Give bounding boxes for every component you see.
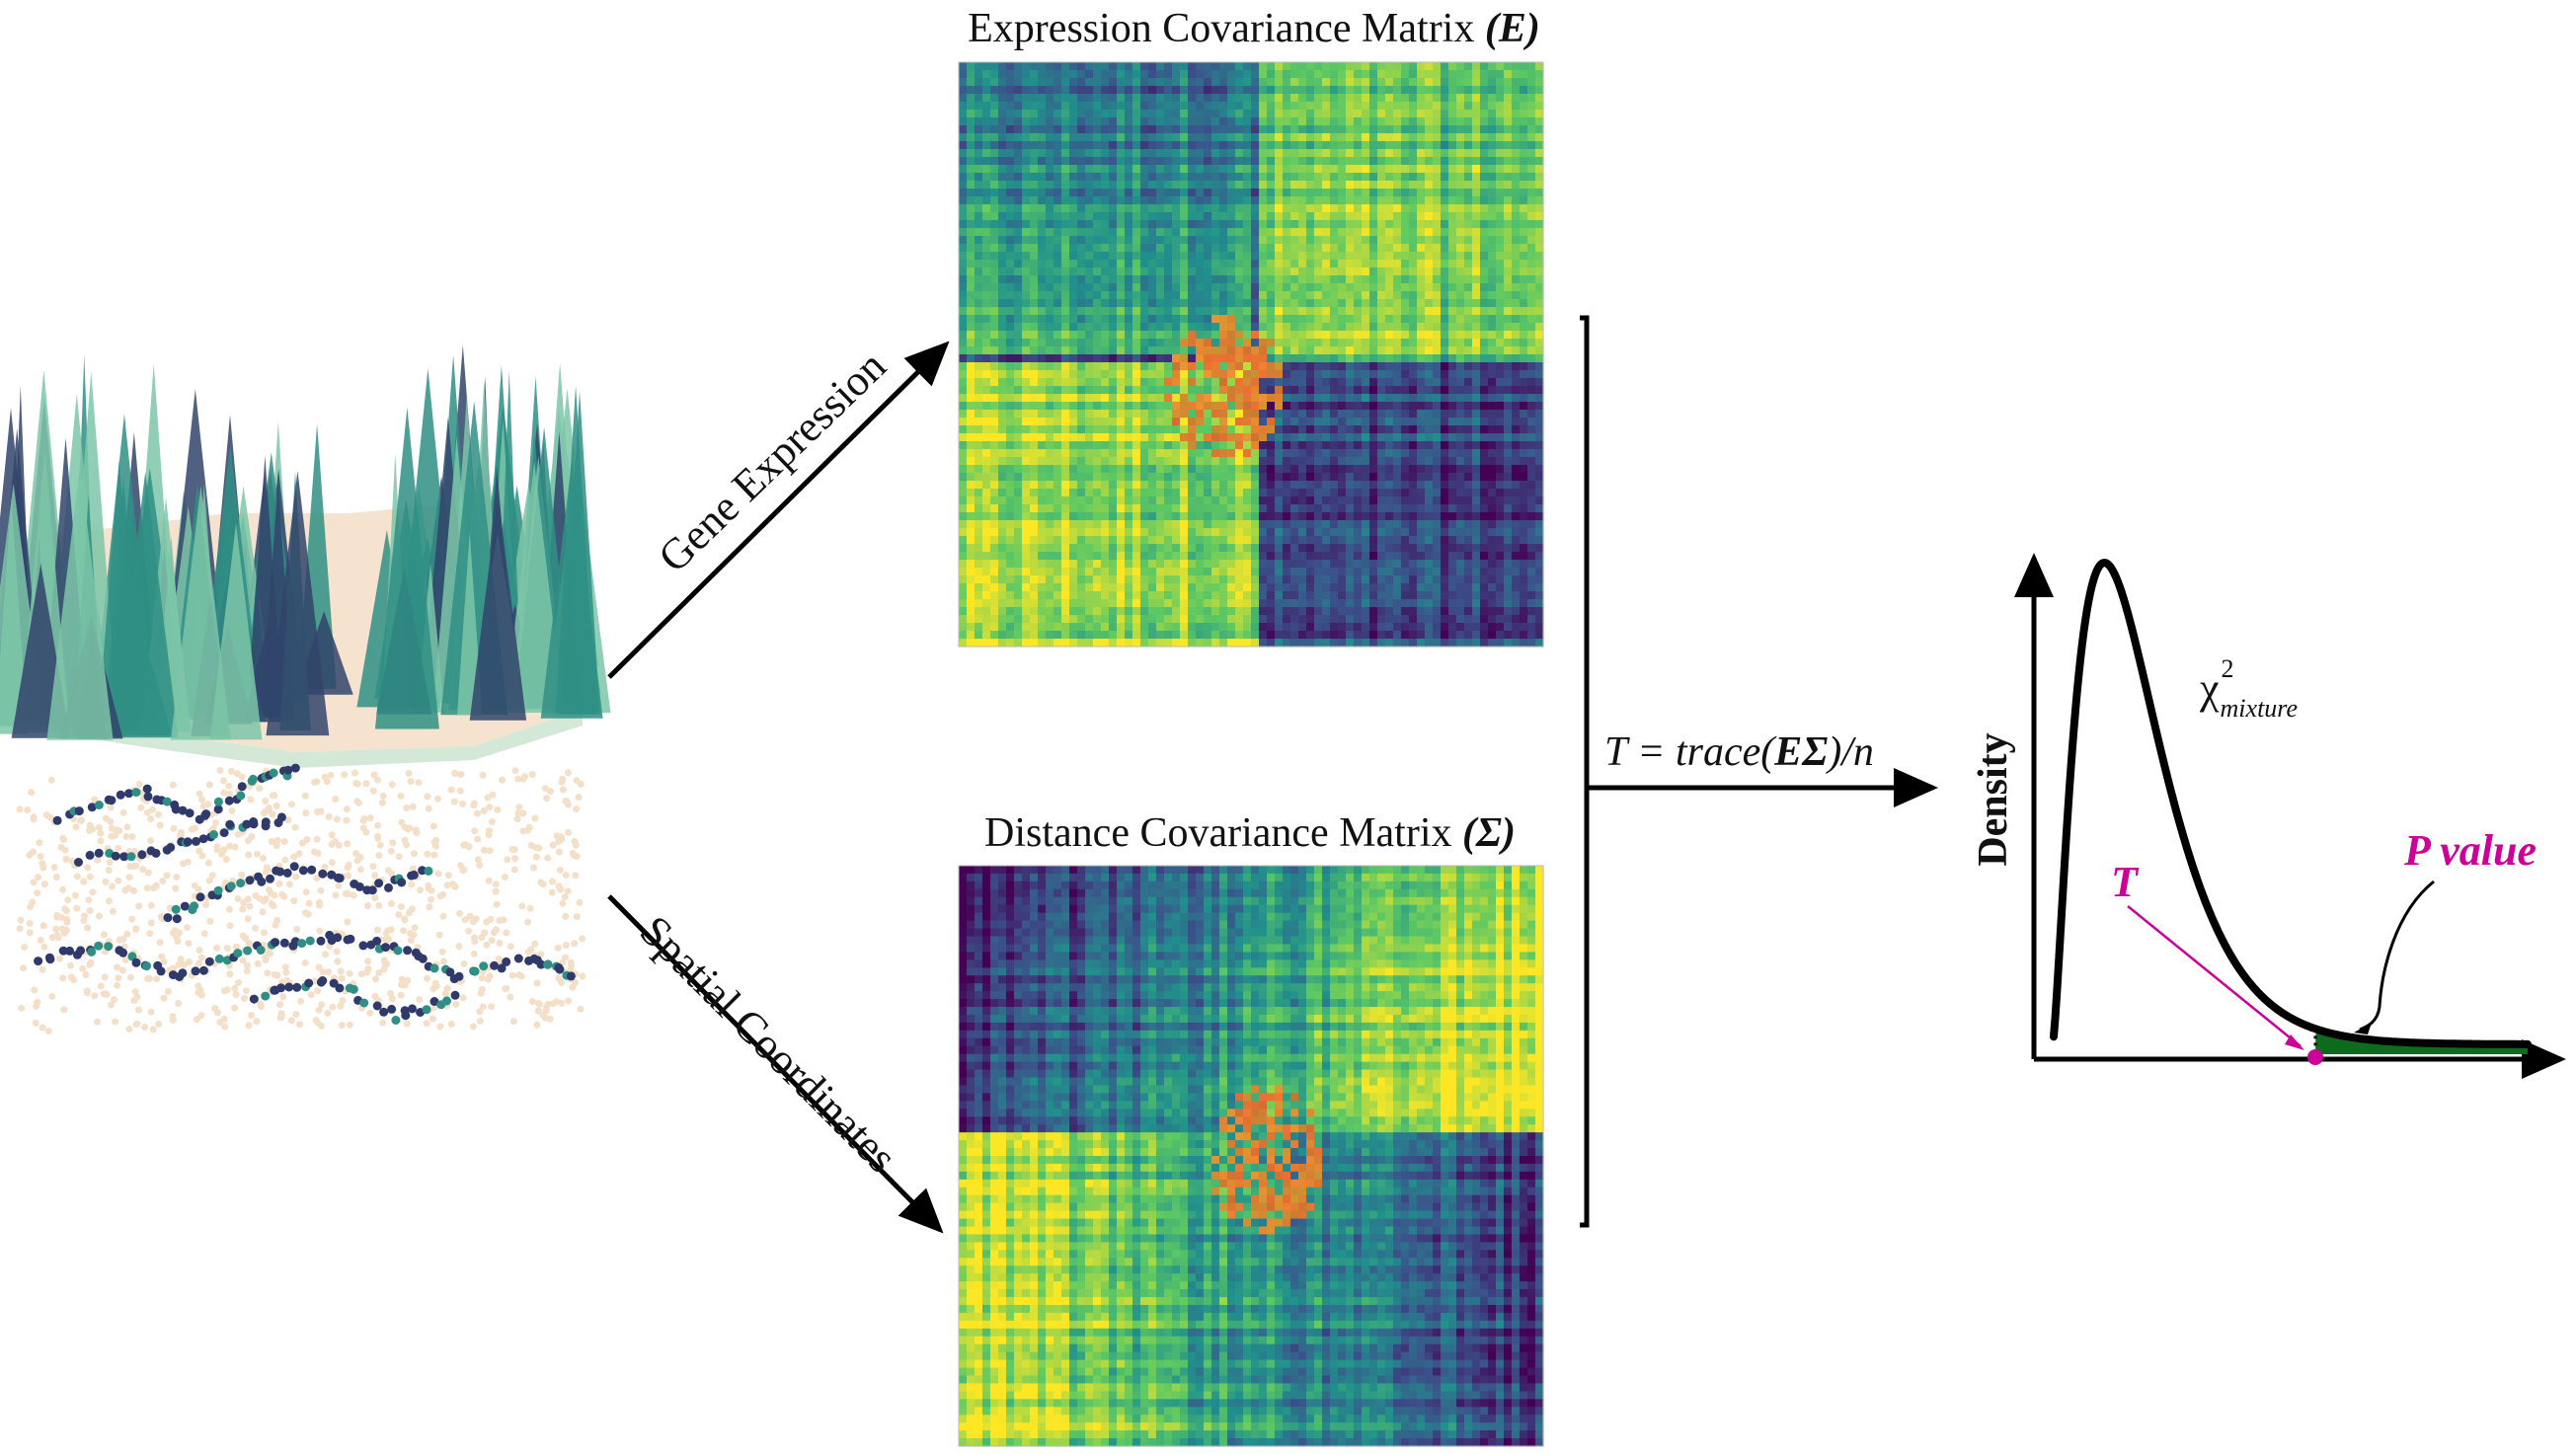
t-point-marker — [2307, 1049, 2323, 1065]
t-label: T — [2111, 858, 2140, 906]
t-pointer-head — [2285, 1034, 2304, 1050]
expression-matrix-title: Expression Covariance Matrix (E) — [968, 6, 1540, 51]
combine-bracket — [1580, 315, 1590, 1228]
t-pointer-line — [2127, 905, 2302, 1047]
distance-matrix-title: Distance Covariance Matrix (Σ) — [984, 810, 1516, 856]
spatial-coordinates-arrow — [607, 894, 944, 1234]
p-value-label: P value — [2403, 826, 2537, 875]
chi-square-density-curve — [2050, 558, 2532, 1048]
density-plot: Density χ2 mixture T P value — [1971, 553, 2566, 1079]
statistic-formula: T = trace(EΣ)/n — [1604, 729, 1874, 775]
chi-mixture-label: χ2 mixture — [2199, 654, 2298, 723]
y-axis-label: Density — [1971, 732, 2016, 866]
tissue-landscape-icon — [0, 345, 611, 768]
expression-covariance-heatmap — [958, 61, 1544, 648]
distance-covariance-heatmap — [958, 865, 1544, 1447]
p-value-pointer-head — [2354, 1023, 2372, 1034]
p-value-pointer — [2359, 880, 2435, 1032]
gene-expression-arrow — [607, 341, 950, 679]
spot-map-icon — [16, 763, 586, 1034]
gene-expression-label: Gene Expression — [649, 342, 895, 581]
spatial-coordinates-label: Spatial Coordinates — [631, 906, 906, 1182]
